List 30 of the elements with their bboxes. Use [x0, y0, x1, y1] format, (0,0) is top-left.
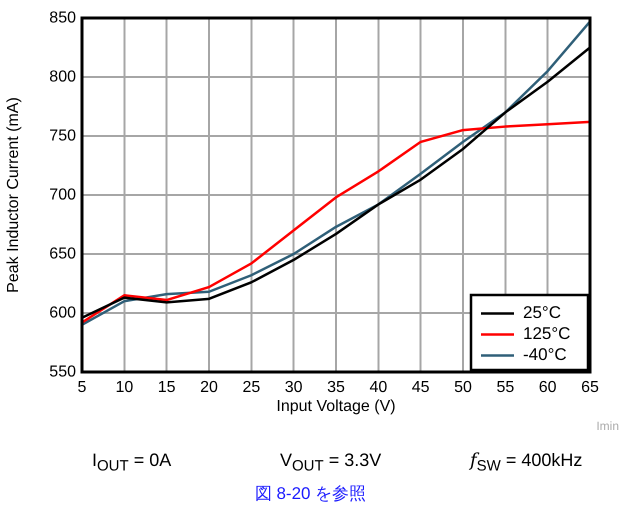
x-tick-label: 15 [158, 379, 176, 396]
x-tick-label: 10 [115, 379, 134, 396]
text: f$_{SW}$ = 400kHz [470, 450, 582, 475]
y-tick-label: 550 [49, 363, 76, 380]
legend-label: 125°C [523, 324, 570, 344]
y-tick-label: 650 [49, 245, 76, 262]
x-tick-label: 20 [200, 379, 218, 396]
x-tick-label: 65 [581, 379, 599, 396]
y-tick-label: 850 [49, 9, 76, 26]
y-tick-label: 750 [49, 127, 76, 144]
x-tick-label: 25 [242, 379, 260, 396]
y-tick-label: 600 [49, 304, 76, 322]
x-tick-label: 35 [327, 379, 345, 396]
x-tick-label: 30 [284, 379, 303, 396]
text: V$_{OUT}$ = 3.3V [280, 450, 382, 475]
text: I$_{OUT}$ = 0A [92, 450, 172, 475]
legend-label: -40°C [523, 345, 567, 364]
x-tick-label: 5 [78, 379, 87, 396]
x-tick-label: 55 [496, 379, 514, 396]
caption: 図 8-20 を参照 [254, 483, 368, 505]
legend-label: 25°C [523, 303, 561, 322]
y-tick-label: 800 [49, 68, 76, 86]
x-tick-label: 40 [369, 379, 388, 396]
y-axis-title: Peak Inductor Current (mA) [5, 97, 22, 293]
x-tick-label: 50 [454, 379, 472, 396]
x-tick-label: 45 [412, 379, 430, 396]
x-axis-title: Input Voltage (V) [276, 398, 396, 415]
x-tick-label: 60 [538, 379, 557, 396]
y-tick-label: 700 [49, 186, 76, 204]
text: Imin [596, 419, 619, 433]
